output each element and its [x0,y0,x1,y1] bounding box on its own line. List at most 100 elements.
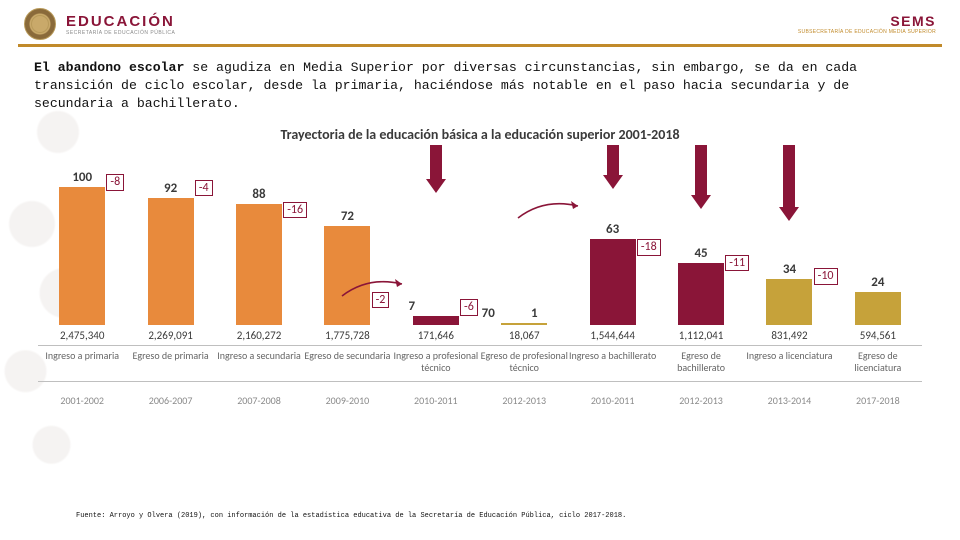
xaxis-divider [568,381,656,382]
arrow-down-icon [603,145,623,189]
source-text: Arroyo y Olvera (2019), con información … [110,512,627,520]
chart-column: 24-10 [834,145,922,325]
xaxis-year: 2017-2018 [834,394,922,407]
xaxis-divider [745,345,833,346]
xaxis-column: 1,775,728 Egreso de secundaria 2009-2010 [303,329,391,407]
bar-value-label: 34 [783,262,796,277]
xaxis-column: 18,067 Egreso de profesional técnico 2012-… [480,329,568,407]
bar-value-label: 88 [252,187,265,202]
source-citation: Fuente: Arroyo y Olvera (2019), con info… [76,512,900,520]
chart-column: 88-4 [215,145,303,325]
xaxis-label: Egreso de primaria [126,350,214,378]
delta-label: -18 [637,239,661,255]
header-right: SEMS SUBSECRETARÍA DE EDUCACIÓN MEDIA SU… [798,13,936,35]
xaxis-year: 2010-2011 [392,394,480,407]
xaxis-count: 2,475,340 [38,329,126,342]
xaxis-year: 2013-2014 [745,394,833,407]
xaxis-count: 594,561 [834,329,922,342]
chart-column: 45-18 [657,145,745,325]
xaxis-label: Ingreso a bachillerato [568,350,656,378]
delta-label: -6 [460,299,478,315]
chart-xaxis: 2,475,340Ingreso a primaria2001-20022,26… [38,329,922,407]
chart-column: 63 [568,145,656,325]
chart-bar [148,198,194,325]
arrow-down-icon [426,145,446,193]
xaxis-column: 2,269,091 Egreso de primaria 2006-2007 [126,329,214,407]
xaxis-label: Egreso de profesional técnico [480,350,568,378]
xaxis-label: Ingreso a primaria [38,350,126,378]
xaxis-count: 2,269,091 [126,329,214,342]
gov-seal-icon [24,8,56,40]
sems-logo-subtitle: SUBSECRETARÍA DE EDUCACIÓN MEDIA SUPERIO… [798,29,936,35]
educacion-logo-text: EDUCACIÓN [66,13,175,30]
xaxis-column: 831,492Ingreso a licenciatura2013-2014 [745,329,833,407]
xaxis-label: Egreso de secundaria [303,350,391,378]
curved-arrow-icon [514,196,594,224]
delta-label: -10 [814,268,838,284]
xaxis-divider [392,381,480,382]
chart-area: 10092-888-472-167-2170-66345-1834-1124-1… [38,145,922,325]
xaxis-divider [834,381,922,382]
xaxis-divider [215,345,303,346]
bar-value-label: 92 [164,181,177,196]
sems-logo-text: SEMS [798,13,936,29]
chart: 10092-888-472-167-2170-66345-1834-1124-1… [38,145,922,435]
delta-label: -16 [283,202,307,218]
bar-value-label: 72 [341,209,354,224]
bar-value-label: 45 [694,246,707,261]
chart-bar [501,323,547,325]
xaxis-divider [126,381,214,382]
xaxis-label: Ingreso a licenciatura [745,350,833,378]
chart-column: 92-8 [126,145,214,325]
xaxis-label: Egreso de licenciatura [834,350,922,378]
delta-label: -4 [195,180,213,196]
delta-label: -11 [725,255,749,271]
xaxis-divider [834,345,922,346]
xaxis-year: 2009-2010 [303,394,391,407]
chart-bar [59,187,105,325]
xaxis-count: 2,160,272 [215,329,303,342]
xaxis-column: 2,160,272 Ingreso a secundaria 2007-2008 [215,329,303,407]
bar-value-label: 24 [871,275,884,290]
xaxis-count: 1,112,041 [657,329,745,342]
curved-arrow-icon [338,274,418,302]
bar-secondary-label: 70 [482,306,495,321]
source-label: Fuente: [76,512,105,520]
xaxis-column: 594,561 Egreso de licenciatura 2017-2018 [834,329,922,407]
xaxis-year: 2012-2013 [657,394,745,407]
xaxis-divider [303,345,391,346]
xaxis-column: 2,475,340Ingreso a primaria2001-2002 [38,329,126,407]
xaxis-year: 2007-2008 [215,394,303,407]
xaxis-label: Ingreso a secundaria [215,350,303,378]
xaxis-year: 2012-2013 [480,394,568,407]
xaxis-label: Ingreso a profesional técnico [392,350,480,378]
xaxis-divider [126,345,214,346]
xaxis-divider [657,345,745,346]
chart-bar [855,292,901,325]
bar-value-label: 100 [72,170,92,185]
xaxis-divider [745,381,833,382]
xaxis-divider [480,381,568,382]
xaxis-column: 1,544,644 Ingreso a bachillerato 2010-2011 [568,329,656,407]
xaxis-year: 2006-2007 [126,394,214,407]
xaxis-divider [303,381,391,382]
delta-label: -8 [106,174,124,190]
xaxis-count: 1,544,644 [568,329,656,342]
header: EDUCACIÓN SECRETARÍA DE EDUCACIÓN PÚBLIC… [0,0,960,44]
xaxis-divider [480,345,568,346]
xaxis-divider [392,345,480,346]
xaxis-count: 18,067 [480,329,568,342]
xaxis-divider [657,381,745,382]
xaxis-divider [38,345,126,346]
header-left: EDUCACIÓN SECRETARÍA DE EDUCACIÓN PÚBLIC… [24,8,175,40]
chart-bar [413,316,459,326]
xaxis-year: 2010-2011 [568,394,656,407]
bar-value-label: 63 [606,222,619,237]
chart-column: 34-11 [745,145,833,325]
chart-bar [678,263,724,325]
intro-paragraph: El abandono escolar se agudiza en Media … [34,59,926,112]
xaxis-count: 1,775,728 [303,329,391,342]
intro-bold: El abandono escolar [34,60,184,75]
educacion-logo-subtitle: SECRETARÍA DE EDUCACIÓN PÚBLICA [66,30,175,36]
xaxis-divider [215,381,303,382]
